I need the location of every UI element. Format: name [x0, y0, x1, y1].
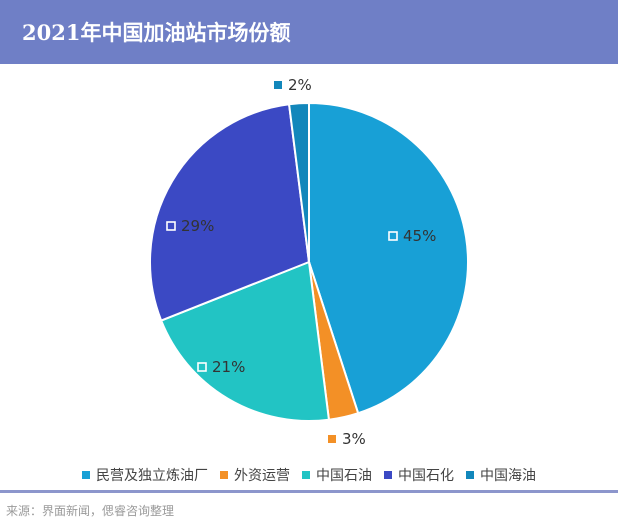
legend-label: 中国海油 — [480, 468, 536, 484]
legend-swatch — [220, 471, 228, 479]
data-label-marker — [328, 435, 336, 443]
pie-slice — [159, 260, 331, 422]
data-label-marker — [274, 81, 282, 89]
legend-label: 中国石化 — [398, 468, 454, 484]
legend-item: 中国石油 — [302, 465, 372, 485]
legend-label: 民营及独立炼油厂 — [96, 468, 208, 484]
data-label-marker — [166, 221, 176, 231]
footer-divider — [0, 490, 618, 493]
legend-swatch — [384, 471, 392, 479]
legend-swatch — [302, 471, 310, 479]
data-label: 29% — [181, 217, 214, 235]
pie-slice — [308, 101, 469, 415]
legend-label: 中国石油 — [316, 468, 372, 484]
legend-swatch — [466, 471, 474, 479]
legend-swatch — [82, 471, 90, 479]
legend-item: 民营及独立炼油厂 — [82, 465, 208, 485]
legend-item: 外资运营 — [220, 465, 290, 485]
legend-item: 中国石化 — [384, 465, 454, 485]
data-label: 3% — [342, 430, 366, 448]
pie-slice — [287, 101, 310, 263]
title-bar: 2021年中国加油站市场份额 — [0, 0, 618, 64]
data-label-marker — [197, 362, 207, 372]
legend-label: 外资运营 — [234, 468, 290, 484]
legend-item: 中国海油 — [466, 465, 536, 485]
data-label: 2% — [288, 76, 312, 94]
data-label: 45% — [403, 227, 436, 245]
chart-title: 2021年中国加油站市场份额 — [22, 20, 291, 45]
chart-legend: 民营及独立炼油厂 外资运营 中国石油 中国石化 中国海油 — [0, 464, 618, 486]
pie-chart: 45% 3% 21% 29% 2% — [149, 76, 469, 448]
data-label: 21% — [212, 358, 245, 376]
pie-slice — [149, 103, 311, 322]
data-label-marker — [388, 231, 398, 241]
source-note: 来源：界面新闻，偲睿咨询整理 — [6, 504, 175, 518]
